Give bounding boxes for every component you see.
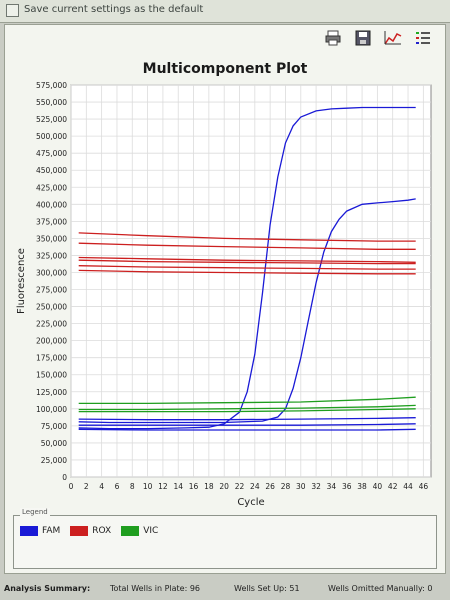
x-axis-label: Cycle xyxy=(237,497,264,508)
legend-item-fam: FAM xyxy=(20,526,60,536)
legend-swatch-rox xyxy=(70,526,89,536)
y-tick-label: 225,000 xyxy=(36,320,67,329)
legend-list-icon[interactable] xyxy=(413,29,433,47)
series-line-rox xyxy=(78,232,416,242)
y-tick-label: 275,000 xyxy=(36,286,67,295)
y-tick-label: 325,000 xyxy=(36,251,67,260)
series-line-vic xyxy=(78,408,416,413)
series-line-vic xyxy=(78,396,416,405)
multicomponent-plot-panel: Multicomponent Plot 0 25,000 50,000 75,000 1… xyxy=(4,24,446,574)
summary-title: Analysis Summary: xyxy=(4,584,91,593)
x-tick-label: 10 xyxy=(143,482,153,491)
top-bar: Save current settings as the default xyxy=(0,0,450,23)
y-tick-label: 475,000 xyxy=(36,149,67,158)
y-tick-label: 100,000 xyxy=(36,405,67,414)
y-tick-label: 75,000 xyxy=(41,422,67,431)
save-default-label: Save current settings as the default xyxy=(24,4,204,15)
legend-label-rox: ROX xyxy=(92,526,112,536)
x-tick-label: 14 xyxy=(173,482,183,491)
x-tick-label: 36 xyxy=(342,482,352,491)
series-line-fam xyxy=(78,417,416,421)
y-tick-label: 525,000 xyxy=(36,115,67,124)
plot-title: Multicomponent Plot xyxy=(142,61,308,77)
x-tick-label: 28 xyxy=(281,482,291,491)
y-tick-label: 500,000 xyxy=(36,132,67,141)
legend-item-vic: VIC xyxy=(121,526,158,536)
y-tick-label: 550,000 xyxy=(36,98,67,107)
x-tick-label: 24 xyxy=(250,482,260,491)
series-line-fam xyxy=(78,428,416,431)
chart-type-icon[interactable] xyxy=(383,29,403,47)
multicomponent-chart: 0 25,000 50,000 75,000 100,000 125,000 150,000… xyxy=(16,81,432,508)
legend-label-vic: VIC xyxy=(143,526,159,536)
x-tick-label: 30 xyxy=(296,482,306,491)
plot-toolbar xyxy=(323,29,433,49)
y-tick-label: 0 xyxy=(62,473,67,482)
series-line-fam xyxy=(78,106,416,430)
save-default-checkbox[interactable] xyxy=(6,4,19,17)
y-axis-label: Fluorescence xyxy=(16,248,27,314)
y-tick-label: 125,000 xyxy=(36,388,67,397)
y-tick-label: 350,000 xyxy=(36,234,67,243)
y-tick-label: 200,000 xyxy=(36,337,67,346)
series-line-rox xyxy=(78,265,416,270)
series-line-rox xyxy=(78,259,416,265)
y-tick-label: 150,000 xyxy=(36,371,67,380)
x-tick-label: 8 xyxy=(130,482,135,491)
series-line-vic xyxy=(78,404,416,411)
y-tick-label: 425,000 xyxy=(36,183,67,192)
legend-label-fam: FAM xyxy=(42,526,61,536)
legend-swatch-vic xyxy=(121,526,140,536)
y-tick-label: 450,000 xyxy=(36,166,67,175)
y-tick-label: 300,000 xyxy=(36,268,67,277)
x-tick-label: 44 xyxy=(403,482,413,491)
x-tick-label: 4 xyxy=(99,482,104,491)
print-icon[interactable] xyxy=(323,29,343,47)
x-tick-label: 42 xyxy=(388,482,398,491)
y-tick-label: 250,000 xyxy=(36,303,67,312)
summary-wells-setup: Wells Set Up: 51 xyxy=(234,584,300,593)
legend-title: Legend xyxy=(20,508,50,516)
y-tick-label: 50,000 xyxy=(41,439,67,448)
y-tick-label: 25,000 xyxy=(41,456,67,465)
y-tick-label: 400,000 xyxy=(36,200,67,209)
legend-items: FAM ROX VIC xyxy=(20,526,158,536)
save-image-icon[interactable] xyxy=(353,29,373,47)
x-tick-label: 0 xyxy=(69,482,74,491)
x-tick-label: 18 xyxy=(204,482,214,491)
series-line-rox xyxy=(78,242,416,250)
series-line-rox xyxy=(78,256,416,263)
x-tick-label: 22 xyxy=(235,482,245,491)
y-tick-label: 375,000 xyxy=(36,217,67,226)
x-tick-label: 46 xyxy=(419,482,429,491)
series-line-rox xyxy=(78,269,416,275)
legend-swatch-fam xyxy=(20,526,38,536)
legend-item-rox: ROX xyxy=(70,526,111,536)
series-line-fam xyxy=(78,198,416,424)
x-tick-label: 32 xyxy=(311,482,321,491)
analysis-summary-bar: Analysis Summary: Total Wells in Plate: … xyxy=(0,576,450,600)
x-tick-label: 12 xyxy=(158,482,168,491)
x-tick-label: 2 xyxy=(84,482,89,491)
summary-total-wells: Total Wells in Plate: 96 xyxy=(110,584,201,593)
x-tick-label: 26 xyxy=(265,482,275,491)
y-tick-label: 575,000 xyxy=(36,81,67,90)
y-tick-label: 175,000 xyxy=(36,354,67,363)
legend-box: Legend FAM ROX VIC xyxy=(13,508,437,569)
summary-wells-omitted: Wells Omitted Manually: 0 xyxy=(328,584,433,593)
x-tick-label: 6 xyxy=(115,482,120,491)
x-tick-label: 40 xyxy=(373,482,383,491)
x-tick-label: 20 xyxy=(219,482,229,491)
series-line-fam xyxy=(78,423,416,426)
x-tick-label: 16 xyxy=(189,482,199,491)
x-tick-label: 38 xyxy=(357,482,367,491)
x-tick-label: 34 xyxy=(327,482,337,491)
